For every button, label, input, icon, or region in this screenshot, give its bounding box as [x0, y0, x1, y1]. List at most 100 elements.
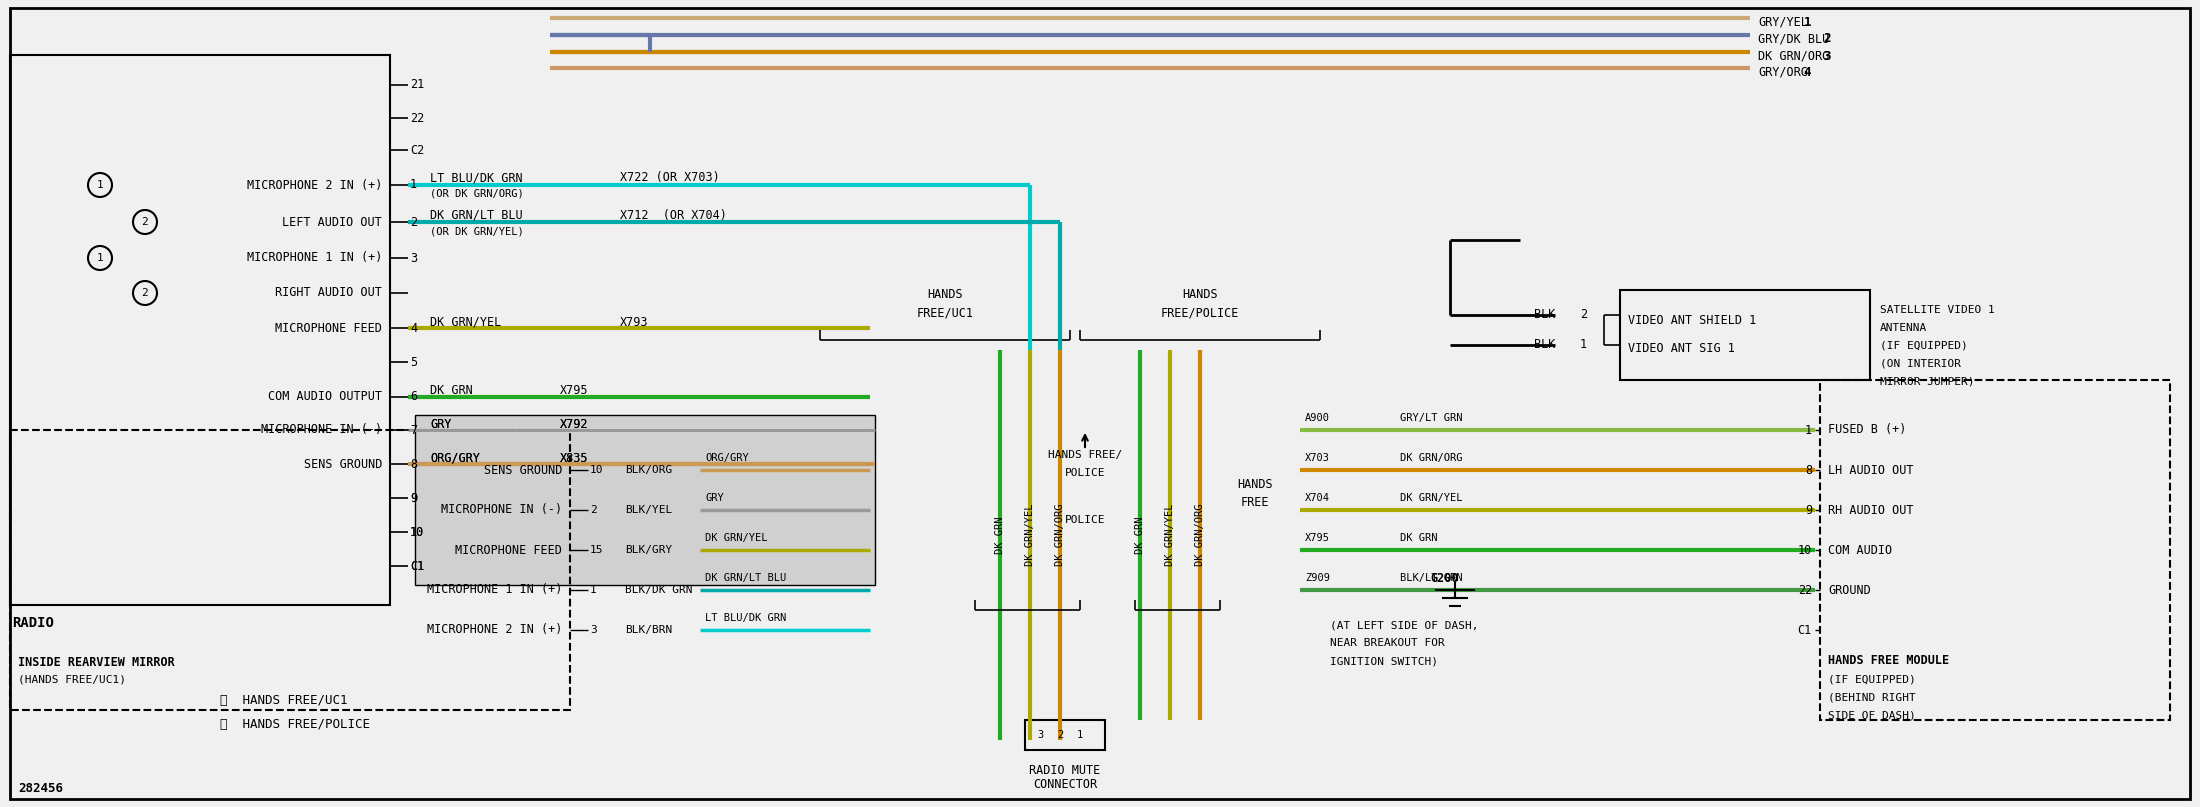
Text: BLK/YEL: BLK/YEL: [625, 505, 673, 515]
Text: GRY: GRY: [429, 417, 451, 430]
Text: X704: X704: [1305, 493, 1331, 503]
Text: 9: 9: [1804, 504, 1813, 516]
Text: HANDS: HANDS: [1236, 479, 1274, 491]
Text: VIDEO ANT SIG 1: VIDEO ANT SIG 1: [1628, 341, 1736, 354]
Text: FREE/POLICE: FREE/POLICE: [1162, 307, 1239, 320]
Text: INSIDE REARVIEW MIRROR: INSIDE REARVIEW MIRROR: [18, 655, 174, 668]
Text: MIRROR JUMPER): MIRROR JUMPER): [1881, 377, 1976, 387]
Text: X703: X703: [1305, 453, 1331, 463]
Text: GROUND: GROUND: [1828, 583, 1870, 596]
Text: 2: 2: [141, 217, 147, 227]
Text: 2: 2: [1056, 730, 1063, 740]
Text: DK GRN/LT BLU: DK GRN/LT BLU: [429, 208, 524, 221]
Text: BLK: BLK: [1533, 308, 1555, 321]
Text: MICROPHONE 1 IN (+): MICROPHONE 1 IN (+): [427, 583, 561, 596]
Bar: [1619, 290, 1870, 380]
Text: CONNECTOR: CONNECTOR: [1034, 779, 1098, 792]
Text: 2: 2: [1580, 308, 1586, 321]
Text: 5: 5: [409, 356, 418, 369]
Text: MICROPHONE 2 IN (+): MICROPHONE 2 IN (+): [427, 624, 561, 637]
Text: X835: X835: [561, 451, 590, 465]
Text: 22: 22: [409, 111, 425, 124]
Text: BLK/GRY: BLK/GRY: [625, 545, 673, 555]
Text: DK GRN/ORG: DK GRN/ORG: [1056, 504, 1065, 567]
Text: 6: 6: [409, 391, 418, 404]
Text: NEAR BREAKOUT FOR: NEAR BREAKOUT FOR: [1331, 638, 1445, 648]
Text: (AT LEFT SIDE OF DASH,: (AT LEFT SIDE OF DASH,: [1331, 620, 1478, 630]
Text: FUSED B (+): FUSED B (+): [1828, 424, 1907, 437]
Text: 1: 1: [97, 180, 103, 190]
Text: 1: 1: [1076, 730, 1082, 740]
Text: (IF EQUIPPED): (IF EQUIPPED): [1881, 341, 1967, 351]
Text: HANDS FREE/: HANDS FREE/: [1047, 450, 1122, 460]
Text: ORG/GRY: ORG/GRY: [704, 453, 748, 463]
Bar: [416, 415, 876, 585]
Text: ORG/GRY: ORG/GRY: [429, 451, 480, 465]
Text: BLK/BRN: BLK/BRN: [625, 625, 673, 635]
Text: MICROPHONE IN (-): MICROPHONE IN (-): [262, 424, 383, 437]
Text: 8: 8: [409, 458, 418, 470]
Text: SENS GROUND: SENS GROUND: [304, 458, 383, 470]
Text: ②  HANDS FREE/POLICE: ② HANDS FREE/POLICE: [220, 718, 370, 731]
Text: MICROPHONE IN (-): MICROPHONE IN (-): [440, 504, 561, 516]
Text: BLK/LT GRN: BLK/LT GRN: [1399, 573, 1463, 583]
Text: A900: A900: [1305, 413, 1331, 423]
Text: DK GRN/LT BLU: DK GRN/LT BLU: [704, 573, 785, 583]
Text: 2: 2: [590, 505, 596, 515]
Text: 10: 10: [590, 465, 603, 475]
Text: 21: 21: [409, 78, 425, 91]
Text: GRY/ORG: GRY/ORG: [1758, 65, 1808, 78]
Text: GRY/YEL: GRY/YEL: [1758, 15, 1808, 28]
Text: ORG/GRY: ORG/GRY: [429, 451, 480, 465]
Text: DK GRN: DK GRN: [994, 516, 1005, 554]
Text: 1: 1: [409, 178, 418, 191]
Text: 10: 10: [1797, 543, 1813, 557]
Text: SATELLITE VIDEO 1: SATELLITE VIDEO 1: [1881, 305, 1995, 315]
Text: MICROPHONE 2 IN (+): MICROPHONE 2 IN (+): [246, 178, 383, 191]
Text: 15: 15: [590, 545, 603, 555]
Text: C1: C1: [409, 559, 425, 572]
Text: RADIO: RADIO: [11, 616, 53, 630]
Text: ANTENNA: ANTENNA: [1881, 323, 1927, 333]
Text: X722 (OR X703): X722 (OR X703): [620, 172, 719, 185]
Text: (BEHIND RIGHT: (BEHIND RIGHT: [1828, 693, 1916, 703]
Text: 10: 10: [409, 525, 425, 538]
Text: SIDE OF DASH): SIDE OF DASH): [1828, 711, 1916, 721]
Text: BLK/DK GRN: BLK/DK GRN: [625, 585, 693, 595]
Text: 22: 22: [1797, 583, 1813, 596]
Text: DK GRN/ORG: DK GRN/ORG: [1758, 49, 1828, 62]
Text: X793: X793: [620, 316, 649, 328]
Text: COM AUDIO: COM AUDIO: [1828, 543, 1892, 557]
Text: C1: C1: [409, 559, 425, 572]
Bar: [1025, 720, 1104, 750]
Text: 1: 1: [590, 585, 596, 595]
Text: 8: 8: [1804, 463, 1813, 476]
Text: VIDEO ANT SHIELD 1: VIDEO ANT SHIELD 1: [1628, 313, 1756, 327]
Text: X795: X795: [1305, 533, 1331, 543]
Text: GRY: GRY: [704, 493, 724, 503]
Text: LEFT AUDIO OUT: LEFT AUDIO OUT: [282, 215, 383, 228]
Bar: [11, 55, 389, 605]
Text: DK GRN: DK GRN: [429, 384, 473, 398]
Text: GRY: GRY: [429, 417, 451, 430]
Bar: [11, 430, 570, 710]
Text: GRY/DK BLU: GRY/DK BLU: [1758, 32, 1828, 45]
Text: 282456: 282456: [18, 783, 64, 796]
Text: ①  HANDS FREE/UC1: ① HANDS FREE/UC1: [220, 693, 348, 706]
Text: POLICE: POLICE: [1065, 515, 1104, 525]
Text: LT BLU/DK GRN: LT BLU/DK GRN: [704, 613, 785, 623]
Text: DK GRN/YEL: DK GRN/YEL: [429, 316, 502, 328]
Text: C2: C2: [409, 144, 425, 157]
Text: MICROPHONE FEED: MICROPHONE FEED: [455, 543, 561, 557]
Text: 3: 3: [409, 252, 418, 265]
Text: 2: 2: [141, 288, 147, 298]
Text: X835: X835: [561, 451, 590, 465]
Text: (IF EQUIPPED): (IF EQUIPPED): [1828, 675, 1916, 685]
Text: 9: 9: [409, 491, 418, 504]
Text: MICROPHONE 1 IN (+): MICROPHONE 1 IN (+): [246, 252, 383, 265]
Text: 2: 2: [409, 215, 418, 228]
Text: 7: 7: [409, 424, 418, 437]
Text: FREE: FREE: [1241, 496, 1269, 509]
Text: (ON INTERIOR: (ON INTERIOR: [1881, 359, 1960, 369]
Text: LT BLU/DK GRN: LT BLU/DK GRN: [429, 172, 524, 185]
